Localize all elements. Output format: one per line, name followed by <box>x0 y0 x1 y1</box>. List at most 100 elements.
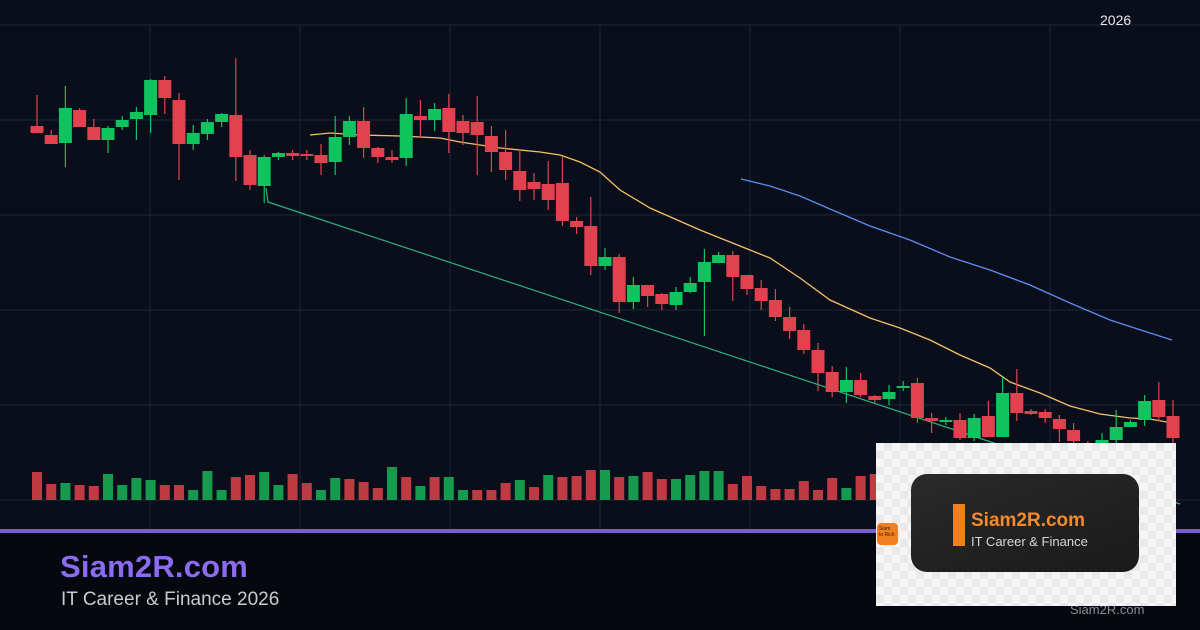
candlestick-chart-canvas[interactable] <box>0 0 1200 530</box>
candle-body <box>172 100 186 144</box>
candle-body <box>754 288 768 301</box>
candle-body <box>30 126 44 133</box>
volume-bar <box>713 471 724 500</box>
candle-body <box>1123 422 1137 427</box>
candle-body <box>271 153 285 157</box>
candle-body <box>996 393 1010 437</box>
candle-body <box>896 386 910 388</box>
volume-bar <box>514 480 525 500</box>
candle-body <box>641 285 655 296</box>
candle-body <box>712 255 726 263</box>
volume-bar <box>756 486 767 500</box>
brand-title[interactable]: Siam2R.com <box>60 549 249 584</box>
volume-bar <box>642 472 653 500</box>
candle-body <box>1152 400 1166 417</box>
candle-body <box>598 257 612 266</box>
candle-body <box>243 155 257 185</box>
volume-bar <box>486 490 497 500</box>
candle-body <box>783 317 797 331</box>
candle-body <box>726 255 740 277</box>
candle-body <box>1138 401 1152 420</box>
candle-body <box>399 114 413 158</box>
volume-bar <box>585 470 596 500</box>
candle-body <box>328 137 342 162</box>
volume-bar <box>387 467 397 500</box>
volume-bar <box>472 490 483 500</box>
volume-bar <box>301 483 312 500</box>
candle-body <box>626 285 640 302</box>
volume-bar <box>344 479 355 500</box>
price-chart[interactable]: 2026 <box>0 0 1200 530</box>
candle-body <box>1010 393 1024 413</box>
volume-bar <box>813 490 823 500</box>
logo-card: Siam2R.com IT Career & Finance Siam to R… <box>876 443 1176 606</box>
volume-bar <box>103 474 113 500</box>
volume-bar <box>727 484 738 500</box>
volume-bar <box>188 490 199 500</box>
candle-body <box>300 154 314 156</box>
volume-bar <box>770 489 781 500</box>
candle-body <box>442 108 456 132</box>
volume-bar <box>855 476 866 500</box>
candle-body <box>58 108 72 143</box>
volume-bar <box>827 478 838 500</box>
candle-body <box>555 183 569 221</box>
volume-bar <box>458 490 468 500</box>
brand-subtitle: IT Career & Finance 2026 <box>61 589 280 610</box>
volume-bar <box>117 485 128 500</box>
moving-average-long <box>740 178 1173 341</box>
candle-body <box>470 122 484 135</box>
volume-bar <box>869 474 880 500</box>
candle-body <box>612 257 626 302</box>
candle-body <box>215 114 229 122</box>
candle-body <box>129 112 143 119</box>
candle-body <box>413 116 427 120</box>
volume-bar <box>500 483 511 500</box>
candle-body <box>186 133 200 144</box>
candle-body <box>669 292 683 305</box>
volume-bar <box>784 489 795 500</box>
candle-body <box>73 110 87 127</box>
volume-bar <box>174 485 184 500</box>
logo-subtitle: IT Career & Finance <box>971 534 1088 549</box>
candle-body <box>541 184 555 200</box>
badge-line-1: Siam <box>879 526 891 532</box>
candle-body <box>484 136 498 152</box>
candle-body <box>797 330 811 350</box>
volume-bar <box>415 486 426 500</box>
volume-bar <box>742 476 752 500</box>
candle-body <box>357 121 371 148</box>
volume-bar <box>216 490 227 500</box>
candle-body <box>1024 411 1038 414</box>
candle-body <box>1109 427 1123 440</box>
badge-line-2: to Rich <box>879 532 895 538</box>
candle-body <box>768 300 782 317</box>
candle-body <box>953 420 967 438</box>
candle-body <box>1052 419 1066 429</box>
volume-bar <box>443 477 454 500</box>
candle-body <box>200 122 214 134</box>
candle-body <box>1038 412 1052 418</box>
volume-bar <box>614 477 625 500</box>
candle-body <box>456 121 470 133</box>
volume-bar <box>316 490 326 500</box>
volume-bar <box>159 485 170 500</box>
candle-body <box>229 115 243 157</box>
volume-bar <box>628 476 639 500</box>
volume-bar <box>571 476 582 500</box>
volume-bar <box>358 482 369 500</box>
candle-body <box>286 153 300 156</box>
candle-body <box>910 383 924 418</box>
volume-bar <box>699 471 710 500</box>
candle-body <box>882 392 896 399</box>
candle-body <box>925 418 939 421</box>
candle-body <box>144 80 158 115</box>
candle-body <box>868 396 882 400</box>
volume-bar <box>131 478 142 500</box>
volume-bar <box>429 477 440 500</box>
logo-title: Siam2R.com <box>971 510 1086 531</box>
volume-bar <box>685 475 696 500</box>
volume-bar <box>841 488 852 500</box>
candle-body <box>158 80 172 98</box>
candle-body <box>87 127 101 140</box>
